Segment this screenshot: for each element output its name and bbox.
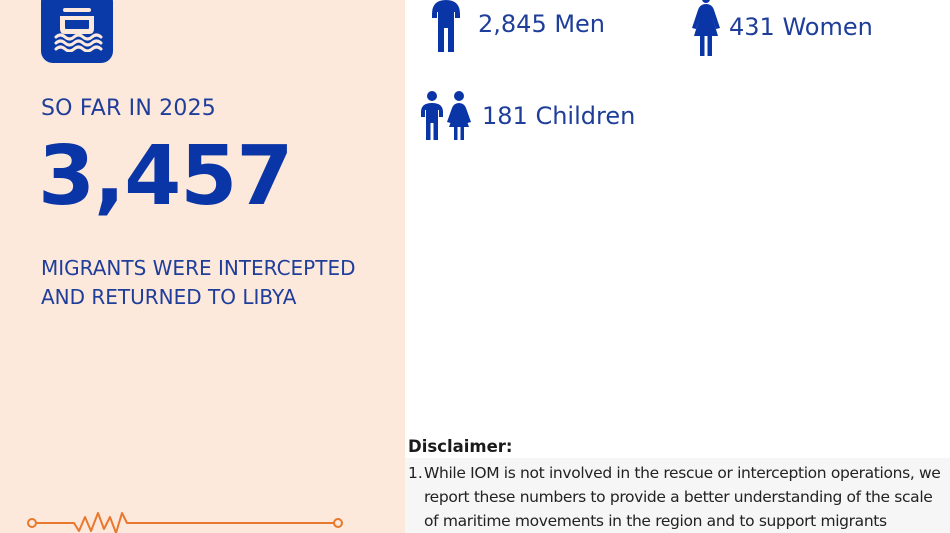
- pulse-line-icon: [27, 512, 343, 533]
- disclaimer-item-text: While IOM is not involved in the rescue …: [424, 464, 941, 530]
- men-count-label: 2,845 Men: [478, 10, 606, 38]
- children-stat: 181 Children: [418, 90, 635, 142]
- women-stat: 431 Women: [689, 0, 873, 58]
- woman-icon: [692, 0, 720, 56]
- total-intercepted-count: 3,457: [38, 129, 293, 224]
- women-count-label: 431 Women: [729, 13, 873, 41]
- boat-on-water-icon: [41, 0, 113, 63]
- total-description: MIGRANTS WERE INTERCEPTED AND RETURNED T…: [41, 254, 401, 312]
- description-line-1: MIGRANTS WERE INTERCEPTED: [41, 256, 356, 280]
- disclaimer-box: [405, 458, 950, 533]
- disclaimer-item-number: 1.: [408, 464, 423, 482]
- summary-panel: SO FAR IN 2025 3,457 MIGRANTS WERE INTER…: [0, 0, 405, 533]
- children-count-label: 181 Children: [482, 102, 636, 130]
- description-line-2: AND RETURNED TO LIBYA: [41, 285, 297, 309]
- disclaimer-title: Disclaimer:: [408, 437, 513, 456]
- period-label: SO FAR IN 2025: [41, 96, 216, 121]
- disclaimer-item: 1. While IOM is not involved in the resc…: [408, 461, 948, 533]
- man-icon: [432, 0, 460, 52]
- disclaimer-list: 1. While IOM is not involved in the resc…: [408, 461, 948, 533]
- children-icon: [421, 91, 471, 140]
- breakdown-panel: [405, 0, 950, 533]
- men-stat: 2,845 Men: [428, 0, 605, 54]
